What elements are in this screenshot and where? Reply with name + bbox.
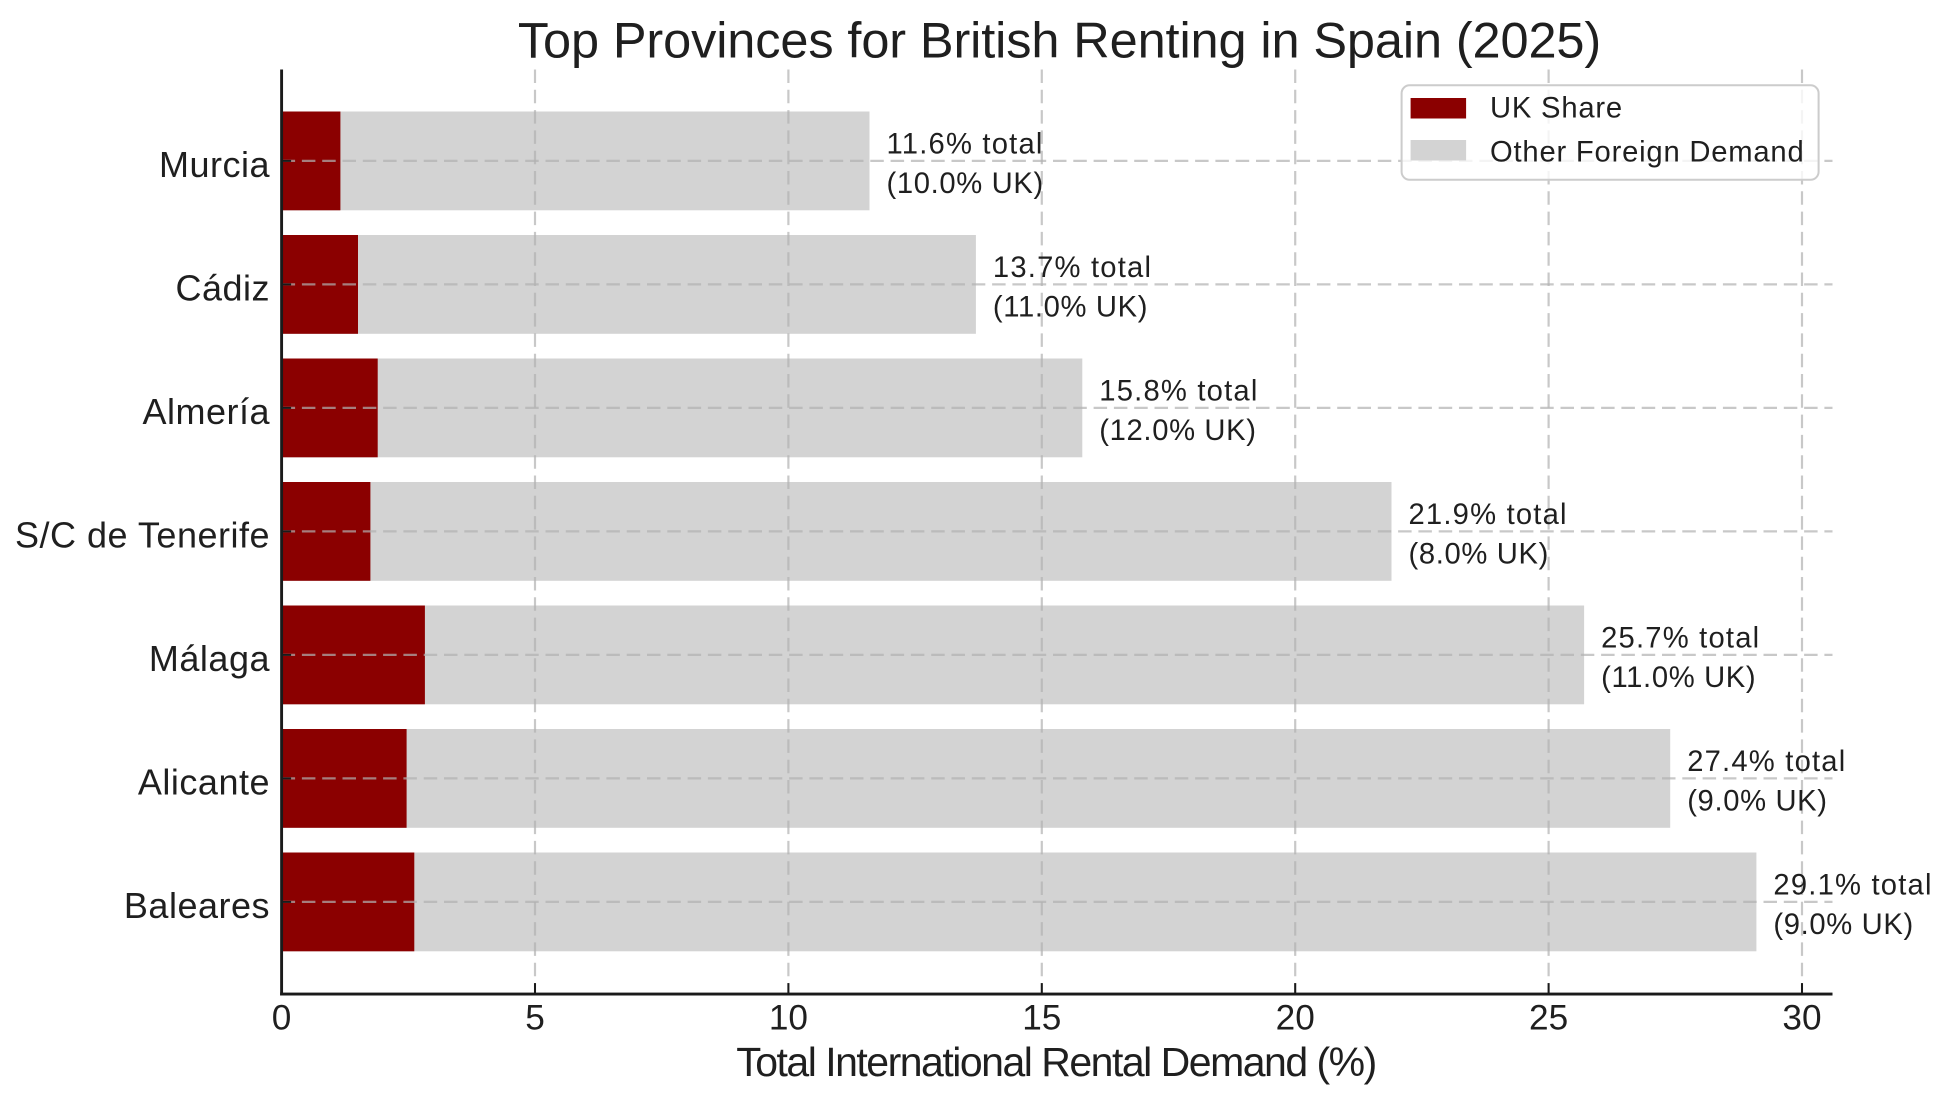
svg-text:5: 5 [525,999,545,1038]
svg-text:20: 20 [1276,999,1315,1038]
svg-text:27.4% total: 27.4% total [1687,746,1846,778]
svg-text:(9.0% UK): (9.0% UK) [1773,909,1913,941]
svg-text:25.7% total: 25.7% total [1601,623,1760,655]
svg-text:30: 30 [1782,999,1821,1038]
svg-text:25: 25 [1529,999,1568,1038]
svg-text:S/C de Tenerife: S/C de Tenerife [15,514,270,555]
svg-text:21.9% total: 21.9% total [1409,499,1568,531]
svg-text:(9.0% UK): (9.0% UK) [1687,786,1827,818]
svg-text:Almería: Almería [142,391,270,432]
svg-text:(12.0% UK): (12.0% UK) [1099,415,1256,447]
svg-text:29.1% total: 29.1% total [1773,870,1932,902]
svg-text:Other Foreign Demand: Other Foreign Demand [1490,136,1805,168]
svg-text:Total International Rental Dem: Total International Rental Demand (%) [736,1039,1376,1085]
svg-text:10: 10 [769,999,808,1038]
svg-text:13.7% total: 13.7% total [993,252,1152,284]
svg-text:(11.0% UK): (11.0% UK) [1601,662,1756,694]
svg-text:(11.0% UK): (11.0% UK) [993,292,1148,324]
svg-text:Alicante: Alicante [138,761,270,802]
svg-text:Baleares: Baleares [124,885,270,926]
svg-text:Málaga: Málaga [149,638,271,679]
svg-text:0: 0 [272,999,292,1038]
svg-text:UK Share: UK Share [1490,93,1623,125]
svg-text:15: 15 [1022,999,1061,1038]
svg-text:Murcia: Murcia [159,144,270,185]
svg-text:(8.0% UK): (8.0% UK) [1409,539,1549,571]
svg-text:15.8% total: 15.8% total [1099,376,1258,408]
svg-text:11.6% total: 11.6% total [887,129,1044,161]
svg-text:(10.0% UK): (10.0% UK) [887,168,1044,200]
svg-text:Cádiz: Cádiz [175,267,270,308]
svg-text:Top Provinces for British Rent: Top Provinces for British Renting in Spa… [518,11,1601,68]
